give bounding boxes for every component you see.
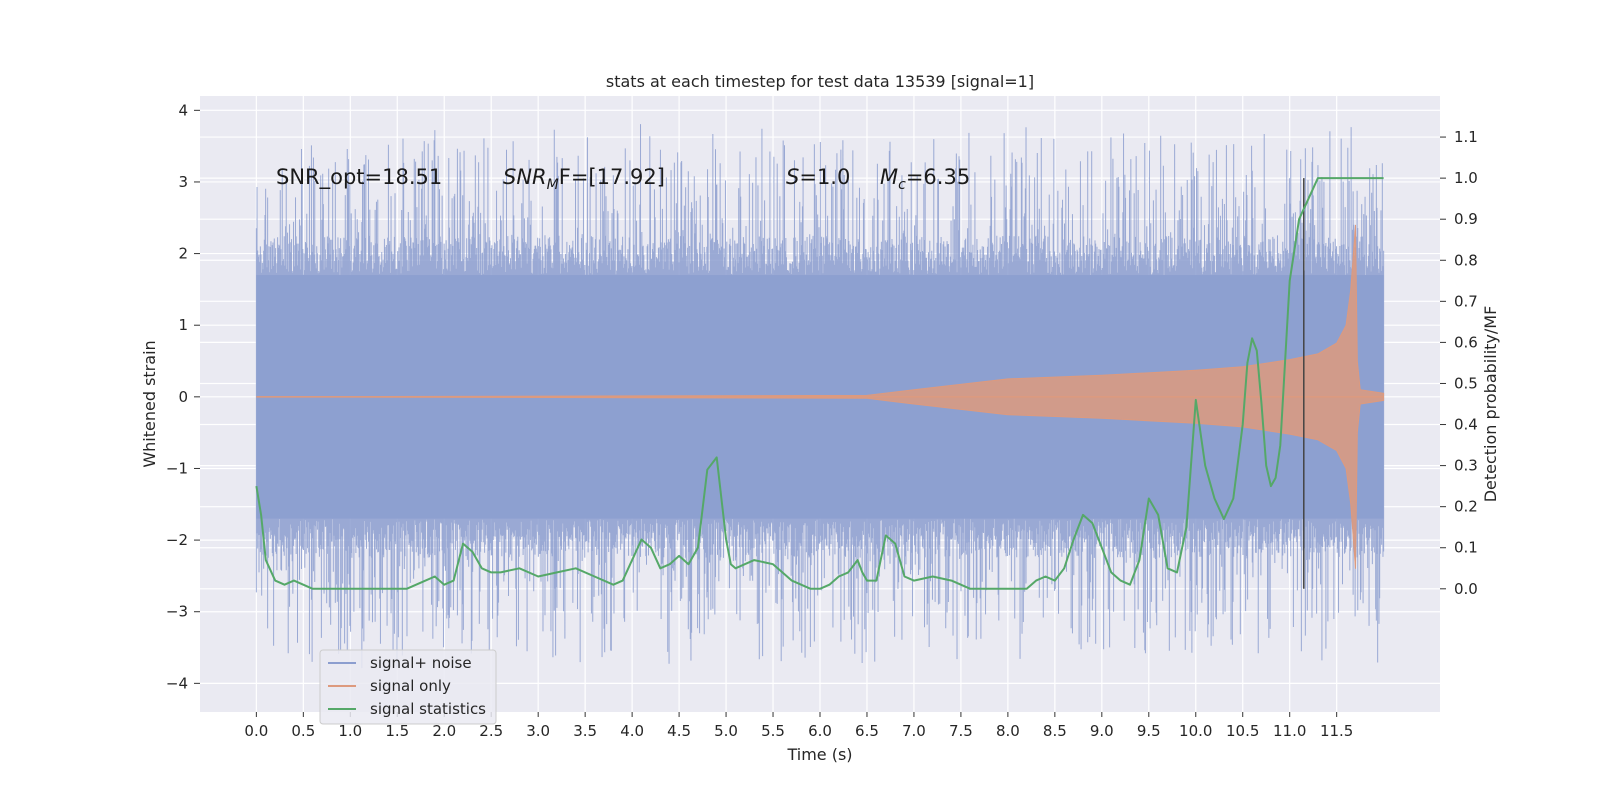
y2-tick-label: 0.8 (1454, 251, 1478, 269)
y2-tick-label: 1.1 (1454, 128, 1478, 146)
y-tick-label: 0 (178, 388, 188, 406)
mc-symbol: M (880, 165, 898, 189)
x-tick-label: 9.5 (1137, 722, 1161, 740)
x-tick-label: 5.0 (714, 722, 738, 740)
x-tick-label: 11.0 (1273, 722, 1306, 740)
x-axis-ticks: 0.0 0.5 1.0 1.5 2.0 2.5 3.0 3.5 4.0 4.5 5.0 5.5 6.0 6… (244, 712, 1353, 740)
y-tick-label: −4 (166, 674, 188, 692)
x-tick-label: 6.5 (855, 722, 879, 740)
legend: signal+ noise signal only signal statist… (319, 649, 497, 725)
legend-label-signal-noise: signal+ noise (370, 654, 472, 672)
chart-title: stats at each timestep for test data 135… (606, 72, 1034, 91)
x-tick-label: 7.5 (949, 722, 973, 740)
mc-value: =6.35 (906, 165, 970, 189)
y2-tick-label: 0.3 (1454, 457, 1478, 475)
y-tick-label: 3 (178, 173, 188, 191)
snr-mf-value: F=[17.92] (559, 165, 665, 189)
y-tick-label: −3 (166, 603, 188, 621)
x-tick-label: 1.5 (385, 722, 409, 740)
y2-axis-ticks: 0.0 0.1 0.2 0.3 0.4 0.5 0.6 0.7 0.8 0.9 1.0 1.1 (1440, 128, 1478, 598)
x-tick-label: 7.0 (902, 722, 926, 740)
y-tick-label: 4 (178, 101, 188, 119)
s-symbol: S (786, 165, 799, 189)
x-tick-label: 11.5 (1320, 722, 1353, 740)
x-tick-label: 3.5 (573, 722, 597, 740)
snr-mf-subscript: M (547, 177, 559, 193)
annotation-snr-mf: SNRMF=[17.92] (503, 165, 665, 193)
s-value: =1.0 (799, 165, 850, 189)
x-tick-label: 0.0 (244, 722, 268, 740)
legend-box (319, 649, 497, 725)
x-tick-label: 4.5 (667, 722, 691, 740)
y-axis-ticks: 4 3 2 1 0 −1 −2 −3 −4 (166, 101, 200, 692)
x-tick-label: 8.0 (996, 722, 1020, 740)
y-axis-label: Whitened strain (140, 340, 159, 467)
snr-mf-symbol: SNR (503, 165, 547, 189)
x-tick-label: 5.5 (761, 722, 785, 740)
y2-tick-label: 1.0 (1454, 169, 1478, 187)
y2-axis-label: Detection probability/MF (1481, 306, 1500, 503)
y-tick-label: −1 (166, 459, 188, 477)
y2-tick-label: 0.6 (1454, 333, 1478, 351)
x-tick-label: 2.5 (479, 722, 503, 740)
y-tick-label: 1 (178, 316, 188, 334)
annotation-mc: Mc=6.35 (880, 165, 970, 193)
signal-only-series (256, 224, 1385, 569)
x-axis-label: Time (s) (786, 745, 852, 764)
y2-tick-label: 0.9 (1454, 210, 1478, 228)
x-tick-label: 1.0 (338, 722, 362, 740)
mc-subscript: c (898, 177, 906, 193)
x-tick-label: 10.5 (1226, 722, 1259, 740)
y-tick-label: −2 (166, 531, 188, 549)
x-tick-label: 2.0 (432, 722, 456, 740)
x-tick-label: 9.0 (1090, 722, 1114, 740)
y2-tick-label: 0.4 (1454, 416, 1478, 434)
x-tick-label: 0.5 (291, 722, 315, 740)
x-tick-label: 4.0 (620, 722, 644, 740)
y2-tick-label: 0.5 (1454, 374, 1478, 392)
x-tick-label: 6.0 (808, 722, 832, 740)
legend-label-signal-statistics: signal statistics (370, 700, 486, 718)
annotation-snr-opt: SNR_opt=18.51 (276, 165, 442, 190)
y-tick-label: 2 (178, 245, 188, 263)
y2-tick-label: 0.0 (1454, 580, 1478, 598)
signal-statistics-series (255, 177, 1384, 590)
x-tick-label: 8.5 (1043, 722, 1067, 740)
annotation-s: S=1.0 (786, 165, 850, 189)
x-tick-label: 3.0 (526, 722, 550, 740)
y2-tick-label: 0.2 (1454, 498, 1478, 516)
x-tick-label: 10.0 (1179, 722, 1212, 740)
legend-label-signal-only: signal only (370, 677, 451, 695)
y2-tick-label: 0.1 (1454, 539, 1478, 557)
y2-tick-label: 0.7 (1454, 292, 1478, 310)
signal-statistics-line (255, 177, 1384, 590)
